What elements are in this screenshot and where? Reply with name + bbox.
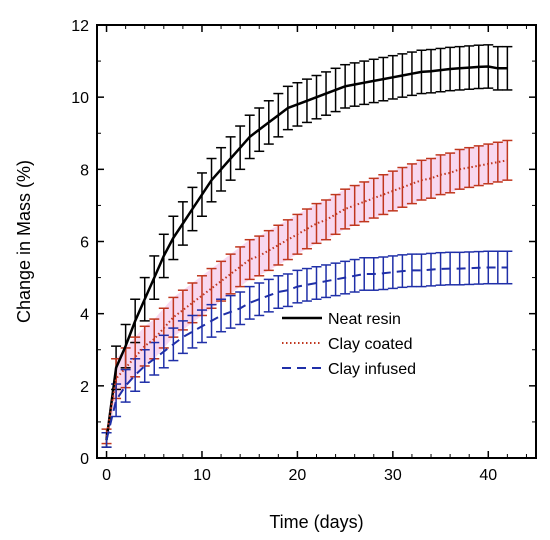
y-tick-label: 4 [80, 307, 89, 324]
x-tick-label: 30 [384, 467, 402, 484]
y-tick-label: 10 [71, 90, 89, 107]
clay-infused-error-bar [254, 282, 265, 317]
clay-coated-line [105, 159, 508, 437]
clay-coated-error-bar [473, 145, 484, 187]
clay-coated-error-bar [406, 163, 417, 205]
clay-coated-error-bar [445, 152, 456, 194]
clay-coated-legend-label: Clay coated [328, 336, 413, 353]
y-tick-label: 8 [80, 162, 89, 179]
shaded-error-bands [106, 140, 508, 444]
clay-coated-error-bar [225, 253, 236, 295]
clay-coated-error-bar [426, 157, 437, 199]
clay-infused-error-bar [416, 253, 427, 288]
clay-infused-line [105, 266, 508, 441]
y-tick-label: 0 [80, 451, 89, 468]
clay-coated-error-bar [387, 170, 398, 212]
clay-coated-error-bar [492, 141, 503, 183]
clay-infused-error-bar [187, 314, 198, 349]
clay-coated-error-bar [311, 202, 322, 245]
x-tick-label: 20 [289, 467, 307, 484]
clay-coated-error-bar [244, 238, 255, 281]
clay-coated-error-bar [330, 193, 341, 236]
clay-infused-error-bar [120, 368, 131, 403]
clay-infused-error-bar [282, 273, 293, 308]
x-axis-label: Time (days) [269, 512, 363, 532]
clay-coated-error-bar [359, 181, 370, 223]
clay-coated-error-bar [378, 173, 389, 216]
x-tick-label: 0 [102, 467, 111, 484]
clay-infused-error-bar [130, 358, 141, 392]
legend: Neat resin Clay coated Clay infused [282, 311, 416, 378]
series-lines [105, 65, 508, 441]
clay-infused-error-bar [435, 251, 446, 286]
y-tick-label: 6 [80, 235, 89, 252]
x-tick-label: 40 [479, 467, 497, 484]
clay-infused-error-bar [273, 275, 284, 310]
y-tick-label: 2 [80, 379, 89, 396]
axes [96, 24, 537, 459]
clay-coated-error-bar [301, 208, 312, 250]
clay-coated-error-bar [282, 219, 293, 261]
clay-infused-error-bar [301, 267, 312, 302]
neat-resin-line [105, 65, 508, 441]
clay-coated-error-bar [235, 246, 246, 288]
x-tick-label: 10 [193, 467, 211, 484]
clay-coated-error-bar [464, 146, 475, 189]
clay-infused-error-bar [244, 285, 255, 320]
clay-infused-error-bar [216, 298, 227, 333]
clay-coated-error-bar [340, 188, 351, 230]
y-tick-label: 12 [71, 18, 89, 35]
clay-coated-error-bar [263, 229, 274, 272]
clay-coated-error-bar [273, 224, 284, 266]
clay-coated-error-bar [397, 166, 408, 208]
clay-infused-error-bar [492, 250, 503, 285]
y-axis-label: Change in Mass (%) [14, 160, 34, 323]
error-bars [101, 44, 513, 448]
clay-coated-band [106, 140, 508, 444]
clay-infused-error-bar [359, 256, 370, 291]
clay-infused-legend-label: Clay infused [328, 361, 416, 378]
clay-infused-error-bar [177, 320, 188, 355]
neat-resin-legend-label: Neat resin [328, 311, 401, 328]
tick-labels: 0 2 4 6 8 10 12 0 10 20 30 40 [71, 18, 497, 484]
clay-infused-error-bar [387, 255, 398, 290]
clay-infused-error-bar [330, 262, 341, 297]
clay-infused-error-bar [464, 251, 475, 286]
